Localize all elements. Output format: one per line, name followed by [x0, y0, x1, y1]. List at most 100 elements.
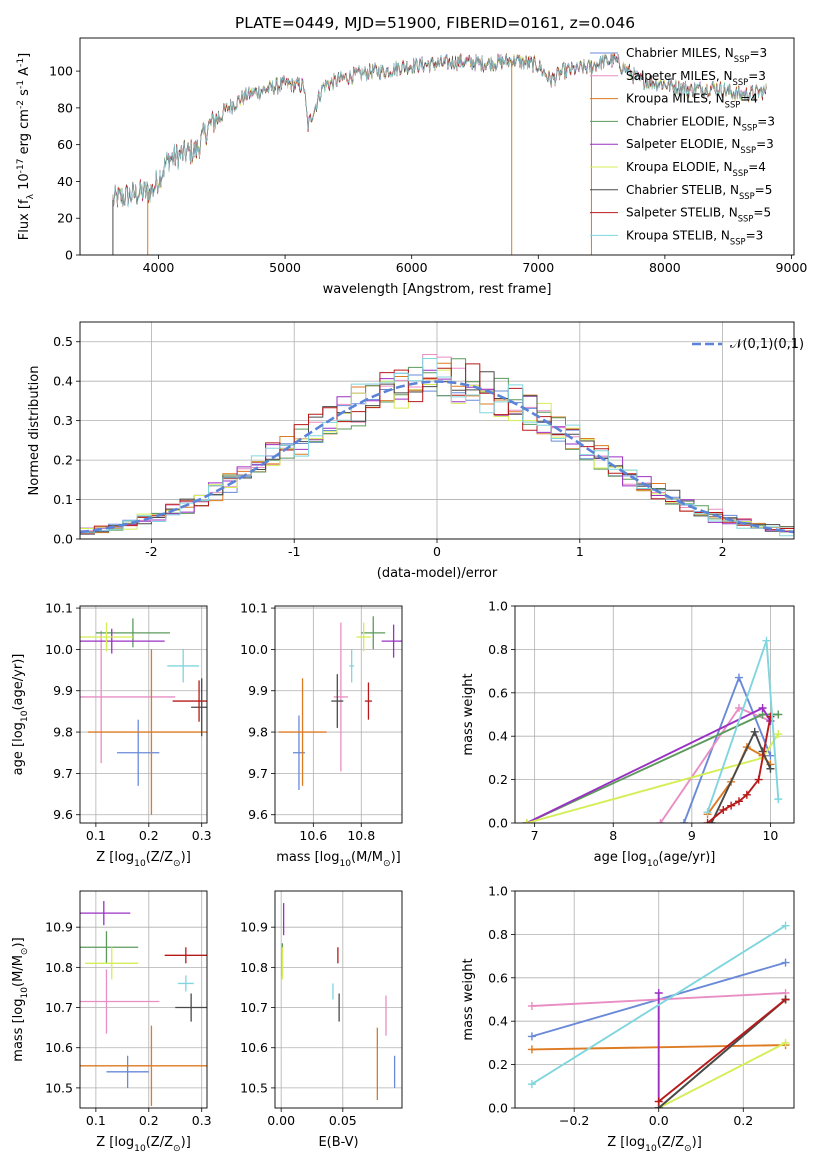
y-tick-label: 0.2: [488, 772, 508, 787]
spectrum-ticks: 4000 5000 6000 7000 8000 9000 0 20 40 60 80 100: [49, 64, 807, 275]
weight-marker: [766, 751, 775, 760]
errorbar-point: [117, 719, 160, 786]
residuals-x-axis-label: (data-model)/error: [377, 566, 498, 581]
x-tick-label: 7: [531, 828, 539, 843]
axes-frame: [79, 605, 208, 824]
x-tick-label: 0.3: [192, 1113, 212, 1128]
y-tick-label: 9.7: [53, 766, 73, 781]
x-tick-label: 2: [719, 544, 727, 559]
age_weight-panel: 7 8 9 10 0.0 0.2 0.4 0.6 0.8 1.0 age [log10(age/yr…: [461, 599, 795, 869]
x-tick-label: 6000: [396, 260, 428, 275]
x-tick-label: 0.3: [192, 828, 212, 843]
y-tick-label: 10.8: [240, 960, 268, 975]
y-tick-label: 0.5: [53, 334, 73, 349]
y-tick-label: 0.6: [488, 685, 508, 700]
ebv_mass-panel: 0.00 0.05 10.5 10.6 10.7 10.8 10.9 E(B-V): [240, 890, 403, 1150]
x-tick-label: 0.1: [86, 828, 106, 843]
z_weight-ticks: −0.2 0.0 0.2 0.0 0.2 0.4 0.6 0.8 1.0: [488, 884, 753, 1129]
y-tick-label: 1.0: [488, 884, 508, 899]
legend-entry: 𝒩(0,1)(0,1): [730, 337, 804, 352]
x-tick-label: 4000: [143, 260, 175, 275]
weight-series-7-line: [710, 729, 772, 823]
mass_age-panel: 10.6 10.8 9.6 9.7 9.8 9.9 10.0 10.1 mass [log10(…: [240, 601, 403, 869]
x-tick-label: 0.00: [267, 1113, 295, 1128]
errorbar-point: [80, 630, 176, 764]
y-tick-label: 9.8: [248, 725, 268, 740]
weight-marker: [734, 703, 743, 712]
weight-marker: [742, 790, 751, 799]
y-tick-label: 10.0: [240, 642, 268, 657]
weight-marker: [750, 727, 759, 736]
x-tick-label: 0: [433, 544, 441, 559]
weight-series-8-line: [658, 998, 787, 1103]
axes-frame: [79, 890, 208, 1109]
weight-marker: [679, 819, 688, 823]
y-tick-label: 10.6: [240, 1040, 268, 1055]
y-tick-label: 0.4: [53, 374, 73, 389]
residuals-y-axis-label: Normed distribution: [27, 366, 42, 496]
residuals-plot-area: [80, 354, 794, 539]
x-tick-label: 9000: [776, 260, 808, 275]
y-tick-label: 0.3: [53, 413, 73, 428]
z_age-panel: 0.1 0.2 0.3 9.6 9.7 9.8 9.9 10.0 10.1 Z [log10(Z/…: [11, 601, 212, 869]
ebv_mass-ticks: 0.00 0.05 10.5 10.6 10.7 10.8 10.9: [240, 920, 357, 1128]
z_mass-x-axis-label: Z [log10(Z/Z⊙)]: [96, 1135, 191, 1154]
x-tick-label: 10.6: [299, 828, 327, 843]
y-tick-label: 0: [65, 248, 73, 263]
axes-frame: [79, 321, 795, 540]
x-tick-label: 9: [688, 828, 696, 843]
y-tick-label: 10.7: [240, 1000, 268, 1015]
x-tick-label: 0.1: [86, 1113, 106, 1128]
y-tick-label: 0.4: [488, 1014, 508, 1029]
weight-marker: [766, 764, 775, 773]
weight-marker: [654, 1097, 663, 1106]
spectrum-y-axis-label: Flux [fλ 10-17 erg cm-2 s-1 A-1]: [16, 53, 36, 240]
errorbar-point: [364, 682, 373, 720]
errorbar-point: [80, 931, 139, 964]
mass_age-grid: [275, 606, 402, 823]
y-tick-label: 0.0: [53, 532, 73, 547]
errorbar-point: [333, 622, 349, 772]
mass_age-x-axis-label: mass [log10(M/M⊙)]: [276, 850, 400, 869]
legend-entry: Chabrier STELIB, NSSP=5: [626, 183, 772, 201]
weight-series-4-line: [526, 713, 779, 823]
y-tick-label: 9.9: [53, 683, 73, 698]
residual-histogram-8: [80, 363, 794, 539]
y-tick-label: 0.2: [488, 1057, 508, 1072]
errorbar-point: [331, 674, 344, 728]
weight-series-9-line: [531, 924, 787, 1085]
spectrum-model-9-line: [112, 53, 767, 208]
weight-series-6-line: [526, 733, 780, 823]
errorbar-point: [175, 993, 207, 1022]
weight-series-6-line: [658, 1042, 786, 1108]
x-tick-label: 7000: [522, 260, 554, 275]
y-tick-label: 0.2: [53, 453, 73, 468]
spectrum-x-axis-label: wavelength [Angstrom, rest frame]: [323, 282, 552, 297]
legend-entry: Salpeter STELIB, NSSP=5: [626, 206, 771, 224]
legend-entry: Kroupa MILES, NSSP=4: [626, 92, 758, 110]
x-tick-label: 8000: [649, 260, 681, 275]
weight-marker: [758, 703, 767, 712]
errorbar-point: [80, 901, 131, 926]
x-tick-label: 0.0: [649, 1113, 669, 1128]
errorbar-point: [80, 969, 160, 1034]
weight-marker: [522, 819, 531, 823]
axes-frame: [514, 605, 795, 824]
weight-marker: [774, 795, 783, 804]
errorbar-point: [106, 1055, 149, 1088]
errorbar-point: [278, 678, 327, 786]
weight-marker: [762, 636, 771, 645]
y-tick-label: 10.1: [240, 601, 268, 616]
errorbar-point: [356, 622, 371, 652]
z_weight-y-axis-label: mass weight: [461, 958, 476, 1040]
weight-marker: [527, 1080, 536, 1089]
z_mass-grid: [80, 891, 207, 1108]
y-tick-label: 40: [57, 174, 73, 189]
y-tick-label: 0.4: [488, 729, 508, 744]
z_weight-panel: −0.2 0.0 0.2 0.0 0.2 0.4 0.6 0.8 1.0 Z [log10(Z/Z…: [461, 884, 795, 1154]
figure-title: PLATE=0449, MJD=51900, FIBERID=0161, z=0…: [235, 14, 635, 32]
weight-marker: [781, 921, 790, 930]
errorbar-point: [80, 628, 165, 654]
z_mass-ticks: 0.1 0.2 0.3 10.5 10.6 10.7 10.8 10.9: [45, 920, 211, 1128]
z_age-x-axis-label: Z [log10(Z/Z⊙)]: [96, 850, 191, 869]
